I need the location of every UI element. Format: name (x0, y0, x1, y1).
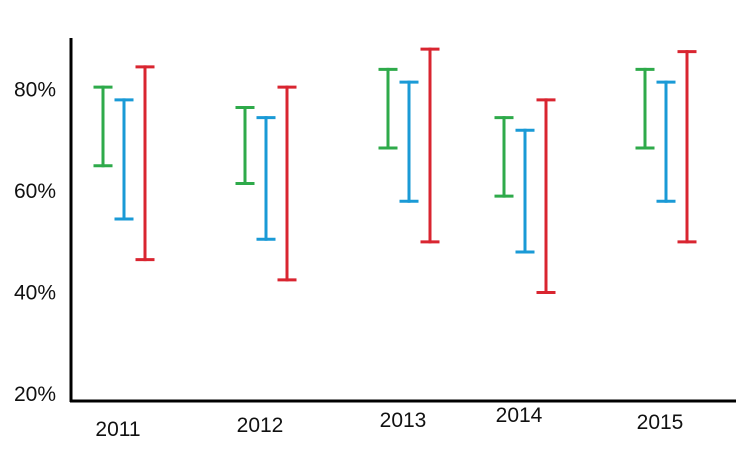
error-bar (93, 85, 113, 168)
x-tick-label: 2013 (380, 409, 427, 432)
error-bar (399, 80, 419, 203)
x-tick-label: 2015 (637, 411, 684, 434)
error-bar (235, 105, 255, 186)
error-bar (635, 67, 655, 150)
error-bar (114, 98, 134, 221)
y-tick-label: 40% (14, 282, 56, 305)
x-tick-labels: 2011 2012 2013 2014 2015 (95, 404, 683, 441)
y-tick-label: 60% (14, 180, 56, 203)
error-bar (536, 98, 556, 295)
error-bar (256, 116, 276, 241)
error-bar (515, 128, 535, 254)
error-bar (656, 80, 676, 203)
error-bar (494, 116, 514, 198)
x-tick-label: 2014 (496, 404, 543, 427)
error-bars (93, 47, 697, 295)
y-tick-label: 20% (14, 383, 56, 406)
error-bar (135, 65, 155, 262)
error-bar (378, 67, 398, 150)
y-tick-label: 80% (14, 79, 56, 102)
x-tick-label: 2012 (237, 414, 284, 437)
error-bar (677, 50, 697, 244)
y-tick-labels: 80% 60% 40% 20% (14, 79, 56, 406)
error-bar (420, 47, 440, 244)
x-tick-label: 2011 (95, 418, 140, 441)
error-bar (277, 85, 297, 282)
